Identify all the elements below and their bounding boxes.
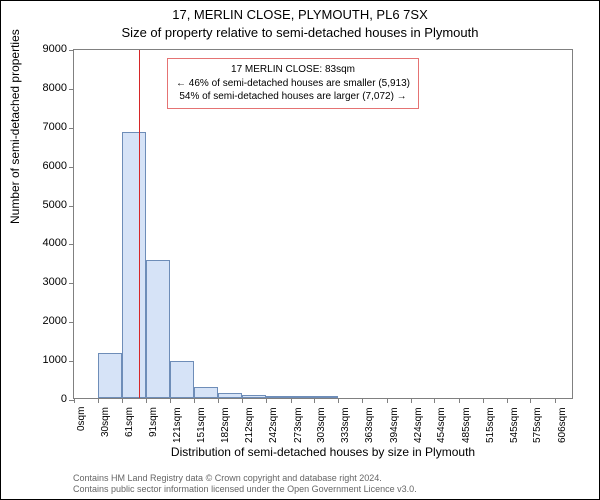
x-tick: [146, 398, 147, 403]
chart-title-sub: Size of property relative to semi-detach…: [1, 25, 599, 40]
x-axis-label: Distribution of semi-detached houses by …: [73, 445, 573, 459]
x-tick: [74, 398, 75, 403]
histogram-bar: [194, 387, 219, 398]
y-tick-label: 8000: [17, 82, 67, 94]
y-tick: [69, 283, 74, 284]
x-tick: [314, 398, 315, 403]
x-tick: [170, 398, 171, 403]
histogram-bar: [170, 361, 194, 398]
x-tick: [459, 398, 460, 403]
x-tick-label: 515sqm: [485, 407, 496, 443]
x-tick-label: 454sqm: [436, 407, 447, 443]
y-tick: [69, 128, 74, 129]
y-tick: [69, 244, 74, 245]
y-tick: [69, 206, 74, 207]
x-tick: [291, 398, 292, 403]
histogram-bar: [242, 395, 266, 398]
x-tick-label: 30sqm: [100, 407, 111, 437]
y-tick-label: 0: [17, 393, 67, 405]
y-tick-label: 5000: [17, 199, 67, 211]
y-tick: [69, 167, 74, 168]
footer-line2: Contains public sector information licen…: [73, 484, 417, 495]
x-tick: [122, 398, 123, 403]
x-tick-label: 212sqm: [244, 407, 255, 443]
x-tick: [218, 398, 219, 403]
histogram-bar: [266, 396, 291, 398]
y-tick-label: 2000: [17, 315, 67, 327]
x-tick: [483, 398, 484, 403]
annotation-box: 17 MERLIN CLOSE: 83sqm ← 46% of semi-det…: [167, 58, 419, 109]
footer-line1: Contains HM Land Registry data © Crown c…: [73, 473, 417, 484]
y-tick-label: 4000: [17, 237, 67, 249]
x-tick: [338, 398, 339, 403]
marker-line: [139, 50, 140, 398]
x-tick-label: 424sqm: [413, 407, 424, 443]
plot-area: 17 MERLIN CLOSE: 83sqm ← 46% of semi-det…: [73, 49, 573, 399]
x-tick-label: 333sqm: [340, 407, 351, 443]
histogram-bar: [291, 396, 315, 398]
annotation-line3: 54% of semi-detached houses are larger (…: [176, 90, 410, 104]
x-tick: [194, 398, 195, 403]
x-tick-label: 121sqm: [172, 407, 183, 443]
histogram-bar: [218, 393, 242, 398]
y-tick-label: 9000: [17, 43, 67, 55]
chart-container: 17, MERLIN CLOSE, PLYMOUTH, PL6 7SX Size…: [0, 0, 600, 500]
x-tick: [434, 398, 435, 403]
x-tick: [555, 398, 556, 403]
x-tick-label: 0sqm: [76, 407, 87, 431]
x-tick-label: 151sqm: [196, 407, 207, 443]
x-tick: [242, 398, 243, 403]
footer-attribution: Contains HM Land Registry data © Crown c…: [73, 473, 417, 496]
x-tick: [266, 398, 267, 403]
x-tick-label: 91sqm: [148, 407, 159, 437]
x-tick-label: 394sqm: [389, 407, 400, 443]
y-tick: [69, 89, 74, 90]
x-tick-label: 485sqm: [461, 407, 472, 443]
x-tick: [411, 398, 412, 403]
x-tick: [98, 398, 99, 403]
histogram-bar: [122, 132, 146, 398]
y-tick-label: 1000: [17, 354, 67, 366]
annotation-line2: ← 46% of semi-detached houses are smalle…: [176, 77, 410, 91]
x-tick-label: 575sqm: [532, 407, 543, 443]
y-tick: [69, 50, 74, 51]
x-tick-label: 182sqm: [220, 407, 231, 443]
x-tick: [387, 398, 388, 403]
x-tick-label: 606sqm: [557, 407, 568, 443]
x-tick-label: 61sqm: [124, 407, 135, 437]
x-tick-label: 242sqm: [268, 407, 279, 443]
x-tick: [530, 398, 531, 403]
y-tick: [69, 361, 74, 362]
x-tick-label: 273sqm: [293, 407, 304, 443]
y-tick-label: 7000: [17, 121, 67, 133]
annotation-line1: 17 MERLIN CLOSE: 83sqm: [176, 63, 410, 77]
chart-title-main: 17, MERLIN CLOSE, PLYMOUTH, PL6 7SX: [1, 7, 599, 22]
y-tick: [69, 322, 74, 323]
histogram-bar: [314, 396, 338, 398]
histogram-bar: [98, 353, 123, 399]
y-tick-label: 3000: [17, 276, 67, 288]
y-tick-label: 6000: [17, 160, 67, 172]
x-tick-label: 363sqm: [364, 407, 375, 443]
x-tick: [362, 398, 363, 403]
histogram-bar: [146, 260, 170, 398]
x-tick-label: 303sqm: [316, 407, 327, 443]
x-tick-label: 545sqm: [509, 407, 520, 443]
x-tick: [507, 398, 508, 403]
